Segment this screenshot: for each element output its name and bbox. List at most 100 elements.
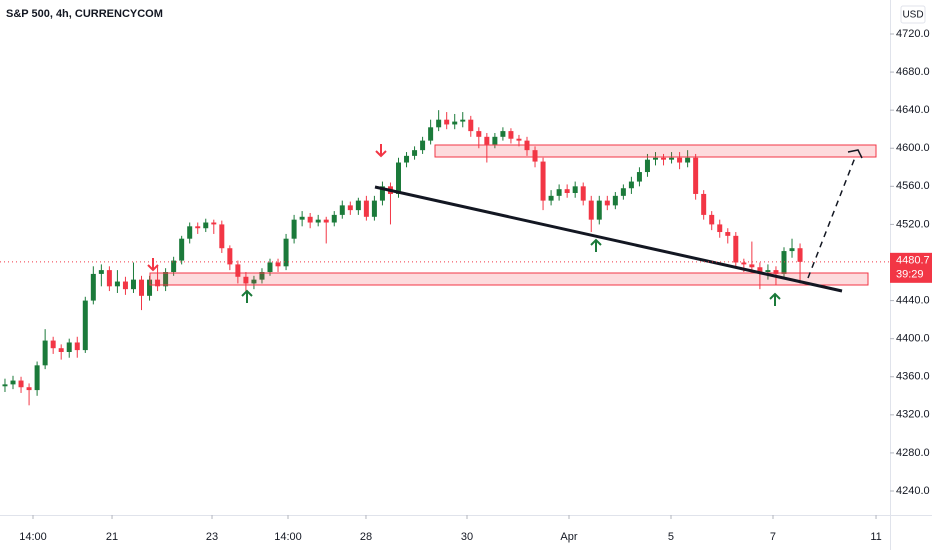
chart-title: S&P 500, 4h, CURRENCYCOM: [6, 8, 163, 20]
x-tick-label: 5: [668, 531, 674, 543]
candle-body: [404, 155, 410, 163]
currency-box: [900, 5, 926, 24]
candle-body: [195, 226, 201, 229]
candle-body: [765, 270, 771, 273]
candle-body: [644, 159, 650, 173]
candle-body: [179, 238, 185, 261]
candle-body: [18, 380, 24, 388]
y-tick-label: 4280.0: [896, 447, 930, 459]
candle-body: [363, 200, 369, 217]
last-price-box: [890, 252, 932, 283]
candle-body: [669, 157, 675, 160]
candle-body: [98, 270, 104, 274]
candle-body: [717, 224, 723, 233]
candle-body: [612, 195, 618, 206]
y-tick-label: 4600.0: [896, 142, 930, 154]
candle-body: [572, 186, 578, 193]
x-tick-label: 28: [360, 531, 372, 543]
x-tick-label: 21: [106, 531, 118, 543]
candle-body: [147, 279, 153, 296]
candle-body: [331, 214, 337, 223]
candle-body: [677, 157, 683, 163]
candle-body: [275, 262, 281, 267]
candle-body: [436, 119, 442, 128]
candle-body: [211, 222, 217, 225]
candle-body: [259, 272, 265, 280]
x-tick-label: Apr: [560, 531, 577, 543]
y-tick-label: 4680.0: [896, 66, 930, 78]
candle-body: [420, 140, 426, 151]
candle-body: [444, 119, 450, 125]
y-tick-label: 4520.0: [896, 218, 930, 230]
candle-body: [548, 195, 554, 201]
candle-body: [82, 300, 88, 351]
candle-body: [299, 216, 305, 220]
candle-body: [701, 193, 707, 215]
candle-body: [171, 260, 177, 273]
candle-body: [26, 387, 32, 391]
candle-body: [2, 384, 8, 387]
candle-body: [693, 157, 699, 194]
candle-body: [428, 127, 434, 141]
down-arrow: [375, 144, 387, 158]
x-tick-label: 11: [870, 531, 881, 543]
candle-body: [243, 276, 249, 284]
x-tick-label: 14:00: [274, 531, 302, 543]
candle-body: [500, 131, 506, 137]
y-tick-label: 4320.0: [896, 409, 930, 421]
up-arrow: [769, 292, 781, 306]
candle-body: [283, 238, 289, 267]
candle-body: [355, 200, 361, 211]
candle-body: [219, 224, 225, 249]
candle-body: [34, 365, 40, 391]
candle-body: [74, 342, 80, 351]
x-tick-label: 14:00: [19, 531, 47, 543]
candle-body: [50, 340, 56, 349]
candle-body: [749, 264, 755, 268]
candle-body: [476, 131, 482, 137]
axes: 4240.0 4280.0 4320.0 4360.0 4400.0 4440.0 4480…: [0, 28, 932, 543]
candle-body: [661, 157, 667, 160]
candle-body: [412, 150, 418, 156]
trend-line: [374, 185, 843, 293]
up-arrow: [241, 289, 253, 303]
down-arrow: [147, 258, 159, 272]
candle-body: [291, 219, 297, 239]
x-tick-label: 23: [206, 531, 218, 543]
candle-body: [741, 262, 747, 265]
candle-body: [347, 205, 353, 211]
support-zone: [149, 272, 869, 286]
candles: [2, 110, 803, 406]
candle-body: [203, 222, 209, 229]
candle-body: [42, 340, 48, 366]
projection-line: [807, 154, 857, 279]
x-tick-label: 7: [770, 531, 776, 543]
y-tick-label: 4720.0: [896, 28, 930, 40]
candle-body: [106, 270, 112, 287]
resistance-zone: [434, 144, 877, 158]
candle-body: [620, 188, 626, 196]
candle-body: [580, 186, 586, 201]
candle-body: [773, 270, 779, 274]
candle-body: [628, 181, 634, 189]
candle-body: [516, 138, 522, 141]
candle-body: [396, 162, 402, 194]
candle-body: [588, 200, 594, 220]
candle-body: [757, 267, 763, 273]
candle-body: [187, 226, 193, 239]
candle-body: [130, 279, 136, 290]
countdown-label: 39:29: [896, 269, 924, 281]
candle-body: [604, 200, 610, 206]
candle-body: [596, 200, 602, 220]
candle-body: [789, 248, 795, 252]
candle-body: [564, 189, 570, 193]
candle-body: [235, 264, 241, 277]
buy-arrows: [241, 238, 781, 306]
sell-arrows: [147, 144, 387, 272]
y-tick-label: 4640.0: [896, 104, 930, 116]
candle-body: [227, 248, 233, 265]
up-arrow: [590, 238, 602, 252]
candle-body: [652, 157, 658, 160]
